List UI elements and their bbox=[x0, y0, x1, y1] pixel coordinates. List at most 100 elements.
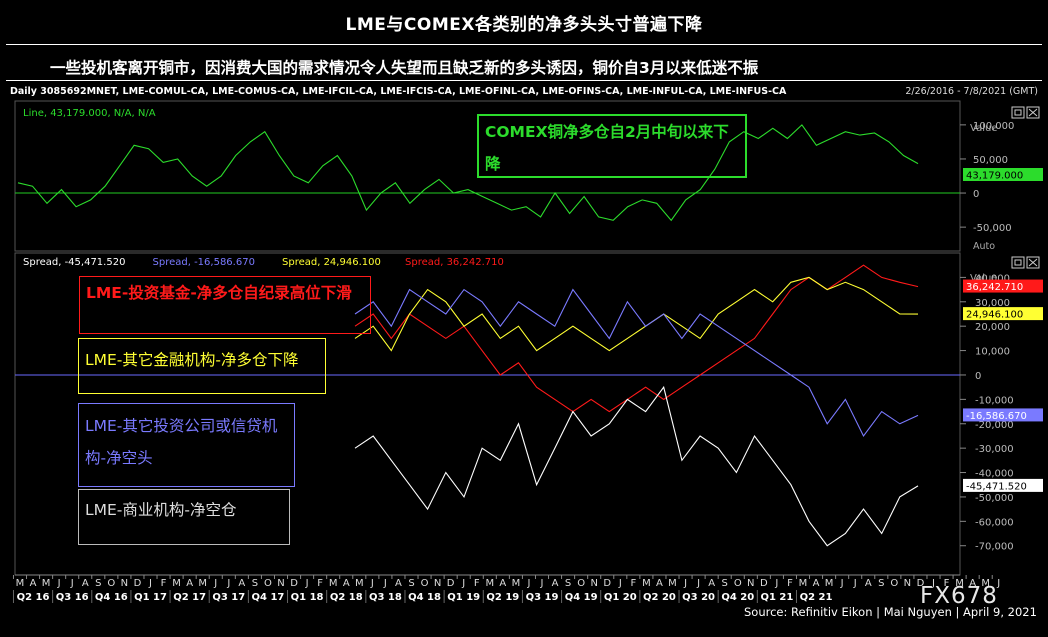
month-tick-label: N bbox=[590, 578, 597, 589]
month-tick-label: A bbox=[969, 578, 976, 589]
month-tick-label: J bbox=[853, 578, 857, 589]
month-tick-label: J bbox=[370, 578, 374, 589]
quarter-tick-label: Q1 19 bbox=[447, 592, 480, 603]
month-tick-label: O bbox=[890, 578, 898, 589]
bottom-y-tick-label: -50,000 bbox=[975, 493, 1014, 504]
quarter-tick-label: Q4 19 bbox=[565, 592, 598, 603]
month-tick-label: J bbox=[931, 578, 935, 589]
month-tick-label: N bbox=[277, 578, 284, 589]
lme-other-invest-annotation: LME-其它投资公司或信贷机构-净空头 bbox=[78, 403, 295, 487]
month-tick-label: D bbox=[917, 578, 925, 589]
month-tick-label: N bbox=[904, 578, 911, 589]
last-value-box bbox=[963, 408, 1043, 422]
lme-commercial-annotation-text: LME-商业机构-净空仓 bbox=[85, 501, 237, 519]
bottom-last-value-labels: 36,242.710 24,946.100 -16,586.670 -45,471.5… bbox=[963, 279, 1043, 492]
quarter-tick-label: Q4 17 bbox=[252, 592, 285, 603]
top-restore-icon bbox=[1014, 109, 1022, 116]
month-tick-label: N bbox=[121, 578, 128, 589]
quarter-tick-label: Q1 17 bbox=[134, 592, 167, 603]
month-tick-label: S bbox=[722, 578, 728, 589]
top-y-ticks: 100,000 50,000 0 -50,000 bbox=[960, 121, 1014, 234]
bottom-legend-entry: Spread, 24,946.100 bbox=[282, 257, 381, 268]
lme-other-fin-annotation-text: LME-其它金融机构-净多仓下降 bbox=[85, 351, 299, 369]
bottom-legend-entry: Spread, -45,471.520 bbox=[23, 257, 125, 268]
month-tick-label: J bbox=[226, 578, 230, 589]
quarter-tick-label: Q4 20 bbox=[721, 592, 754, 603]
month-tick-label: M bbox=[42, 578, 51, 589]
chart-title: LME与COMEX各类别的净多头头寸普遍下降 bbox=[345, 15, 703, 35]
bottom-legend-entry: Spread, 36,242.710 bbox=[405, 257, 504, 268]
last-value-box bbox=[963, 478, 1043, 492]
month-tick-label: J bbox=[840, 578, 844, 589]
comex-annotation-text: COMEX铜净多仓自2月中旬以来下降 bbox=[485, 123, 729, 173]
month-tick-label: O bbox=[421, 578, 429, 589]
comex-annotation: COMEX铜净多仓自2月中旬以来下降 bbox=[477, 114, 747, 178]
month-tick-label: M bbox=[642, 578, 651, 589]
month-tick-label: S bbox=[252, 578, 258, 589]
bottom-y-tick-label: 10,000 bbox=[975, 347, 1010, 358]
month-tick-label: J bbox=[540, 578, 544, 589]
month-tick-label: J bbox=[57, 578, 61, 589]
lme-other-fin-annotation: LME-其它金融机构-净多仓下降 bbox=[78, 338, 326, 394]
month-tick-label: N bbox=[747, 578, 754, 589]
top-value-axis-title: Value bbox=[970, 123, 997, 134]
quarter-tick-label: Q3 19 bbox=[526, 592, 559, 603]
month-tick-label: A bbox=[656, 578, 663, 589]
top-restore-button[interactable] bbox=[1011, 106, 1025, 119]
quarter-labels: Q2 16 Q3 16 Q4 16 Q1 17 Q2 17 Q3 17 Q4 17 Q1 18… bbox=[12, 590, 833, 603]
top-panel: Line, 43,179.000, N/A, N/A Value Auto 10… bbox=[14, 100, 1043, 252]
top-auto-label: Auto bbox=[973, 241, 995, 252]
bottom-restore-button[interactable] bbox=[1011, 256, 1025, 269]
bottom-y-ticks: 40,000 30,000 20,000 10,000 0 -10,000 -20,000 -… bbox=[960, 273, 1014, 553]
month-tick-label: M bbox=[16, 578, 25, 589]
quarter-tick-label: Q2 16 bbox=[17, 592, 50, 603]
lme-fund-annotation: LME-投资基金-净多仓自纪录高位下滑 bbox=[79, 276, 371, 334]
series-line-lme-other-fin bbox=[354, 276, 919, 352]
month-tick-label: A bbox=[343, 578, 350, 589]
month-tick-label: J bbox=[305, 578, 309, 589]
month-tick-label: J bbox=[996, 578, 1000, 589]
quarter-tick-label: Q3 20 bbox=[682, 592, 715, 603]
quarter-tick-label: Q1 18 bbox=[291, 592, 324, 603]
title-divider bbox=[6, 44, 1042, 45]
quarter-tick-label: Q2 18 bbox=[330, 592, 363, 603]
lme-other-invest-annotation-text: LME-其它投资公司或信贷机构-净空头 bbox=[85, 417, 278, 467]
top-y-tick-label: 50,000 bbox=[973, 155, 1008, 166]
month-tick-label: S bbox=[95, 578, 101, 589]
month-tick-label: J bbox=[461, 578, 465, 589]
top-y-tick-label: 100,000 bbox=[973, 121, 1014, 132]
month-tick-label: J bbox=[383, 578, 387, 589]
month-tick-label: O bbox=[264, 578, 272, 589]
last-value-box bbox=[963, 307, 1043, 321]
bottom-y-tick-label: -30,000 bbox=[975, 444, 1014, 455]
month-tick-label: O bbox=[107, 578, 115, 589]
month-tick-label: D bbox=[290, 578, 298, 589]
month-tick-label: J bbox=[148, 578, 152, 589]
bottom-y-tick-label: -70,000 bbox=[975, 542, 1014, 553]
top-lines bbox=[17, 124, 919, 222]
top-y-tick-label: 0 bbox=[973, 189, 979, 200]
quarter-tick-label: Q3 16 bbox=[56, 592, 89, 603]
series-codes: Daily 3085692MNET, LME-COMUL-CA, LME-COM… bbox=[10, 86, 787, 97]
quarter-tick-label: Q3 18 bbox=[369, 592, 402, 603]
bottom-y-tick-label: -10,000 bbox=[975, 395, 1014, 406]
top-last-value: 43,179.000 bbox=[966, 171, 1023, 182]
month-tick-label: J bbox=[70, 578, 74, 589]
quarter-tick-label: Q2 20 bbox=[643, 592, 676, 603]
top-y-tick-label: -50,000 bbox=[973, 223, 1012, 234]
month-tick-label: M bbox=[668, 578, 677, 589]
month-tick-label: D bbox=[447, 578, 455, 589]
last-value-label: -16,586.670 bbox=[966, 411, 1027, 422]
month-tick-label: S bbox=[408, 578, 414, 589]
title-bar: LME与COMEX各类别的净多头头寸普遍下降 bbox=[0, 0, 1048, 50]
source-credit: Source: Refinitiv Eikon | Mai Nguyen | A… bbox=[744, 605, 1037, 619]
month-tick-label: J bbox=[774, 578, 778, 589]
month-tick-label: J bbox=[526, 578, 530, 589]
month-tick-label: F bbox=[787, 578, 793, 589]
month-tick-label: J bbox=[618, 578, 622, 589]
quarter-tick-label: Q2 17 bbox=[173, 592, 206, 603]
series-line-lme-other-invest bbox=[354, 288, 919, 438]
month-tick-label: S bbox=[878, 578, 884, 589]
